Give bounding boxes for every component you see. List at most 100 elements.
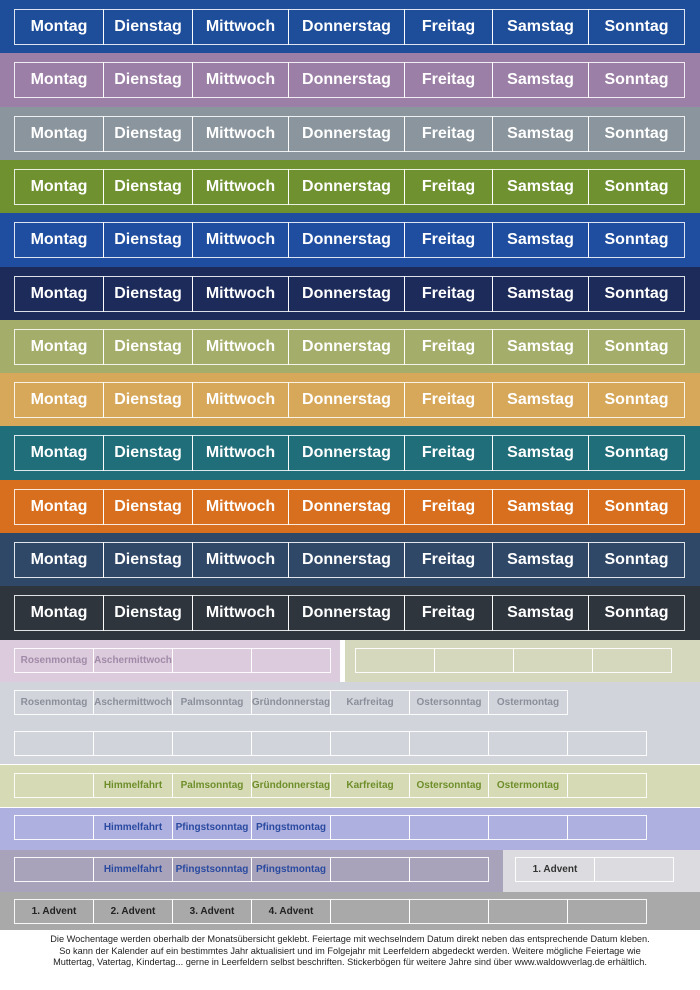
weekday-strip: Montag Dienstag Mittwoch Donnerstag Freitag S… [0,319,700,374]
weekday-label: Donnerstag [288,168,405,205]
holiday-label: Pfingstsonntag [172,815,252,840]
weekday-label: Freitag [404,168,493,205]
blank-sticker [513,648,593,673]
holiday-panel: Himmelfahrt Pfingstsonntag Pfingstmontag [0,850,503,892]
blank-sticker [567,731,647,756]
weekday-label: Freitag [404,328,493,365]
holiday-panel: Rosenmontag Aschermittwoch [0,640,340,682]
holiday-panel: Himmelfahrt Pfingstsonntag Pfingstmontag [0,808,700,850]
holiday-label: Himmelfahrt [93,815,173,840]
holiday-label: Ostermontag [488,773,568,798]
weekday-label: Mittwoch [192,62,289,99]
weekday-label: Sonntag [588,328,685,365]
weekday-label: Dienstag [103,595,193,632]
blank-sticker [330,731,410,756]
holiday-label: 1. Advent [515,857,595,882]
weekday-label: Donnerstag [288,9,405,45]
weekday-label: Freitag [404,222,493,259]
weekday-strip: Montag Dienstag Mittwoch Donnerstag Freitag S… [0,53,700,108]
weekday-strip: Montag Dienstag Mittwoch Donnerstag Freitag S… [0,213,700,268]
weekday-strip: Montag Dienstag Mittwoch Donnerstag Freitag S… [0,106,700,161]
holiday-panel: Rosenmontag Aschermittwoch Palmsonntag Grün… [0,682,700,722]
blank-sticker [409,857,489,882]
blank-sticker [409,899,489,924]
blank-sticker [567,899,647,924]
holiday-label: Palmsonntag [172,773,252,798]
weekday-label: Dienstag [103,382,193,419]
weekday-label: Montag [14,435,104,472]
holiday-panel: Himmelfahrt Palmsonntag Gründonnerstag Karf… [0,765,700,807]
weekday-strip: Montag Dienstag Mittwoch Donnerstag Freitag S… [0,266,700,321]
holiday-label: Himmelfahrt [93,857,173,882]
weekday-label: Freitag [404,275,493,312]
weekday-label: Dienstag [103,488,193,525]
weekday-label: Montag [14,168,104,205]
weekday-label: Dienstag [103,115,193,152]
weekday-label: Sonntag [588,9,685,45]
weekday-label: Samstag [492,435,589,472]
weekday-label: Sonntag [588,595,685,632]
weekday-label: Mittwoch [192,382,289,419]
weekday-label: Samstag [492,9,589,45]
blank-sticker [330,857,410,882]
weekday-label: Donnerstag [288,328,405,365]
blank-sticker [488,815,568,840]
weekday-label: Samstag [492,115,589,152]
weekday-label: Samstag [492,62,589,99]
weekday-label: Donnerstag [288,62,405,99]
weekday-label: Montag [14,115,104,152]
weekday-label: Samstag [492,275,589,312]
blank-sticker [172,731,252,756]
weekday-label: Mittwoch [192,595,289,632]
holiday-label: Pfingstmontag [251,857,331,882]
holiday-panel: 1. Advent [503,850,700,892]
weekday-strip: Montag Dienstag Mittwoch Donnerstag Freitag S… [0,586,700,641]
holiday-label: 3. Advent [172,899,252,924]
holiday-label: Rosenmontag [14,648,94,673]
holiday-label: 2. Advent [93,899,173,924]
weekday-strip: Montag Dienstag Mittwoch Donnerstag Freitag S… [0,479,700,534]
weekday-label: Dienstag [103,168,193,205]
holiday-label: Karfreitag [330,773,410,798]
weekday-label: Donnerstag [288,115,405,152]
holiday-label: 1. Advent [14,899,94,924]
blank-sticker [434,648,514,673]
blank-sticker [330,899,410,924]
weekday-label: Sonntag [588,382,685,419]
weekday-label: Montag [14,9,104,45]
footer: Die Wochentage werden oberhalb der Monat… [0,934,700,969]
blank-sticker [251,648,331,673]
holiday-panel [345,640,700,682]
weekday-label: Freitag [404,9,493,45]
blank-sticker [409,731,489,756]
weekday-label: Mittwoch [192,9,289,45]
blank-sticker [14,857,94,882]
weekday-label: Donnerstag [288,382,405,419]
weekday-label: Montag [14,382,104,419]
weekday-label: Dienstag [103,542,193,578]
blank-sticker [172,648,252,673]
blank-sticker [14,815,94,840]
holiday-label: Aschermittwoch [93,648,173,673]
blank-sticker [355,648,435,673]
weekday-label: Dienstag [103,435,193,472]
weekday-label: Freitag [404,115,493,152]
holiday-label: Himmelfahrt [93,773,173,798]
weekday-label: Freitag [404,62,493,99]
weekday-label: Samstag [492,488,589,525]
weekday-label: Sonntag [588,542,685,578]
weekday-label: Samstag [492,222,589,259]
weekday-label: Sonntag [588,435,685,472]
weekday-strip: Montag Dienstag Mittwoch Donnerstag Freitag S… [0,0,700,54]
blank-sticker [567,773,647,798]
holiday-label: Rosenmontag [14,690,94,715]
holiday-label: Pfingstmontag [251,815,331,840]
weekday-label: Donnerstag [288,488,405,525]
weekday-label: Sonntag [588,488,685,525]
weekday-label: Mittwoch [192,168,289,205]
holiday-label: Pfingstsonntag [172,857,252,882]
footer-line: Muttertag, Vatertag, Kindertag... gerne … [53,957,647,967]
weekday-label: Sonntag [588,168,685,205]
weekday-label: Sonntag [588,222,685,259]
